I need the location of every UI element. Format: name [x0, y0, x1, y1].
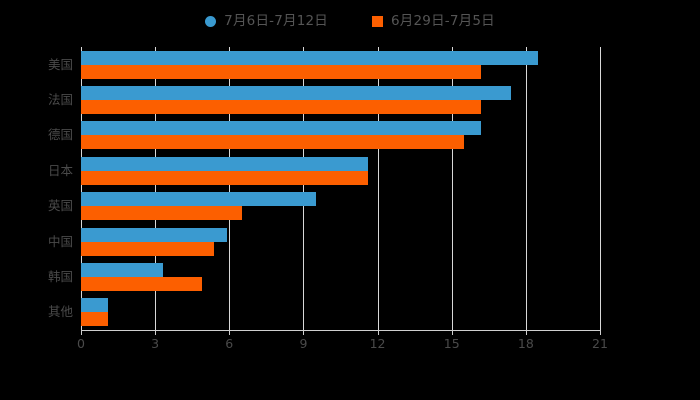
x-tick-label-6: 6	[225, 336, 234, 351]
legend-item-series-1[interactable]: 7月6日-7月12日	[205, 8, 328, 34]
x-tick-label-9: 9	[299, 336, 308, 351]
x-tick-label-18: 18	[517, 336, 534, 351]
y-axis-label-英国: 英国	[47, 198, 73, 214]
x-tick-mark-9	[303, 330, 305, 335]
x-tick-label-15: 15	[443, 336, 460, 351]
legend-label-series-2: 6月29日-7月5日	[391, 13, 495, 29]
x-tick-mark-6	[229, 330, 231, 335]
bar-日本-series-2[interactable]	[81, 170, 368, 185]
y-axis-label-日本: 日本	[47, 162, 73, 178]
y-axis-label-法国: 法国	[47, 92, 73, 108]
y-axis-label-德国: 德国	[47, 127, 73, 143]
x-tick-label-0: 0	[77, 336, 85, 351]
x-tick-label-12: 12	[369, 336, 386, 351]
x-tick-mark-12	[377, 330, 379, 335]
y-axis-label-美国: 美国	[47, 56, 73, 72]
bar-德国-series-2[interactable]	[81, 135, 465, 150]
chart-legend: 7月6日-7月12日 6月29日-7月5日	[0, 8, 700, 34]
bar-其他-series-1[interactable]	[81, 298, 109, 313]
gridline-6	[229, 47, 231, 330]
gridline-9	[303, 47, 305, 330]
bar-法国-series-1[interactable]	[81, 86, 512, 101]
y-axis-labels: 美国法国德国日本英国中国韩国其他	[0, 47, 73, 330]
x-tick-mark-18	[525, 330, 527, 335]
x-tick-label-21: 21	[592, 336, 608, 351]
bar-德国-series-1[interactable]	[81, 121, 482, 136]
gridline-3	[155, 47, 157, 330]
gridline-21	[600, 47, 601, 330]
bar-韩国-series-1[interactable]	[81, 262, 163, 277]
x-tick-label-3: 3	[151, 336, 160, 351]
bar-美国-series-1[interactable]	[81, 50, 539, 65]
x-tick-mark-3	[155, 330, 157, 335]
gridline-15	[451, 47, 453, 330]
bar-中国-series-1[interactable]	[81, 227, 227, 242]
plot-area	[81, 47, 601, 330]
x-tick-mark-0	[81, 330, 82, 335]
y-axis-label-中国: 中国	[47, 233, 73, 249]
y-axis-label-其他: 其他	[47, 304, 73, 320]
x-tick-mark-15	[451, 330, 453, 335]
y-axis-label-韩国: 韩国	[47, 268, 73, 284]
gridline-18	[525, 47, 527, 330]
bar-韩国-series-2[interactable]	[81, 276, 203, 291]
bar-英国-series-1[interactable]	[81, 192, 316, 207]
bar-美国-series-2[interactable]	[81, 64, 482, 79]
square-marker-icon	[372, 15, 383, 27]
bar-英国-series-2[interactable]	[81, 206, 242, 221]
x-tick-mark-21	[600, 330, 601, 335]
circle-marker-icon	[205, 15, 217, 27]
bar-日本-series-1[interactable]	[81, 156, 368, 171]
bar-中国-series-2[interactable]	[81, 241, 215, 256]
legend-item-series-2[interactable]: 6月29日-7月5日	[372, 8, 495, 34]
gridline-0	[81, 47, 82, 330]
bar-其他-series-2[interactable]	[81, 312, 109, 327]
bar-法国-series-2[interactable]	[81, 100, 482, 115]
gridline-12	[377, 47, 379, 330]
x-axis-line	[81, 330, 601, 331]
legend-label-series-1: 7月6日-7月12日	[224, 13, 328, 29]
